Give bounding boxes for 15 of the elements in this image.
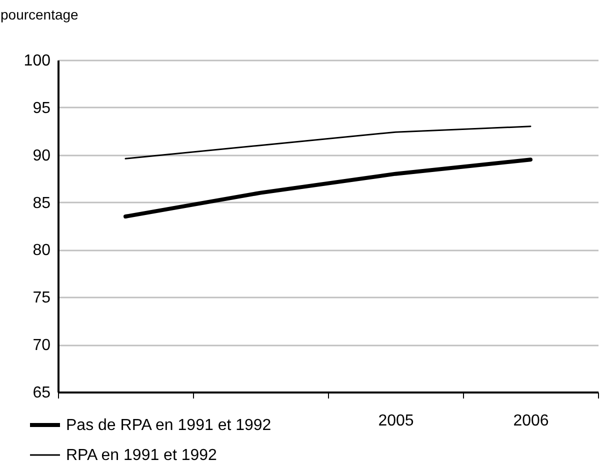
legend-label: Pas de RPA en 1991 et 1992	[66, 417, 272, 434]
y-tick-label: 85	[32, 194, 51, 212]
y-tick-label: 95	[32, 100, 51, 117]
y-tick-label: 70	[32, 337, 51, 354]
y-tick-label: 75	[32, 290, 51, 307]
y-tick-label: 80	[32, 242, 51, 260]
line-series	[124, 158, 532, 219]
x-tick-label: 2005	[378, 412, 414, 430]
y-axis-title: pourcentage	[0, 6, 79, 22]
y-tick-label: 65	[32, 384, 51, 402]
x-tick-label: 2006	[513, 412, 549, 430]
y-tick-label: 100	[24, 52, 51, 70]
y-tick-label: 90	[32, 147, 51, 164]
legend-label: RPA en 1991 et 1992	[66, 447, 218, 464]
line-series	[124, 126, 532, 160]
